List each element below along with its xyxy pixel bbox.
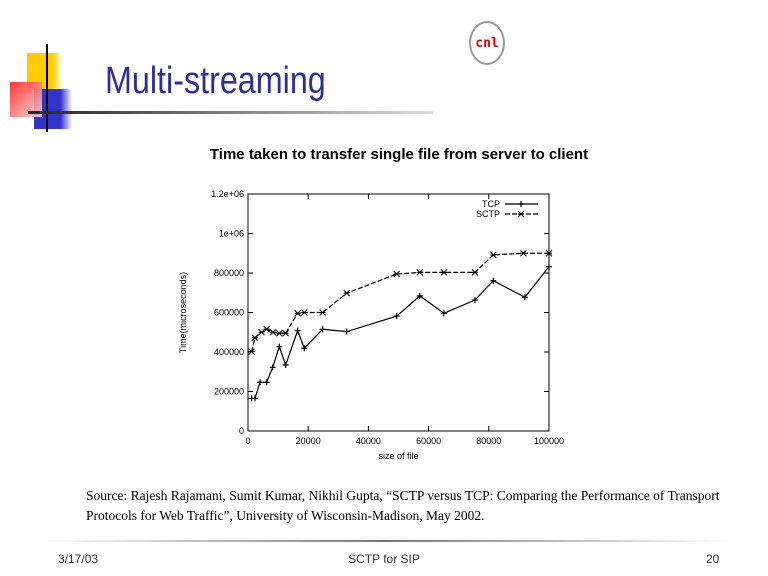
data-point-sctp [489, 251, 497, 259]
data-point-sctp [319, 309, 327, 316]
data-point-sctp [263, 325, 271, 333]
data-point-tcp [471, 297, 478, 304]
title-underline [28, 111, 433, 114]
footer-page-number: 20 [706, 552, 720, 566]
series-line-sctp [251, 252, 549, 352]
y-tick-label: 1e+06 [219, 229, 244, 239]
y-axis-label: Time(microseconds) [178, 272, 188, 353]
x-tick-label: 80000 [476, 436, 501, 446]
data-point-sctp [520, 249, 527, 257]
x-tick-label: 20000 [296, 436, 321, 446]
data-point-tcp [301, 345, 308, 352]
data-point-tcp [257, 379, 264, 386]
legend-label-sctp: SCTP [476, 209, 500, 219]
data-point-sctp [282, 329, 289, 337]
y-tick-label: 800000 [214, 268, 244, 278]
x-axis-label: size of file [378, 451, 418, 461]
x-tick-label: 60000 [416, 436, 441, 446]
data-point-tcp [521, 294, 528, 301]
data-point-tcp [276, 343, 283, 350]
legend-label-tcp: TCP [482, 199, 500, 209]
data-point-sctp [416, 269, 424, 276]
cnl-logo: cnl [469, 21, 505, 65]
y-tick-label: 600000 [214, 308, 244, 318]
y-tick-label: 1.2e+06 [211, 189, 244, 199]
source-citation: Source: Rajesh Rajamani, Sumit Kumar, Ni… [86, 488, 720, 523]
data-point-sctp [248, 348, 255, 355]
data-point-sctp [294, 309, 302, 317]
series-line-tcp [251, 266, 550, 400]
footer-date: 3/17/03 [58, 552, 99, 566]
data-point-tcp [546, 263, 552, 270]
data-point-sctp [258, 328, 265, 336]
logo-text: cnl [475, 35, 499, 51]
data-point-sctp [440, 269, 448, 276]
data-point-sctp [275, 329, 283, 337]
data-point-tcp [282, 362, 289, 369]
data-point-tcp [393, 313, 400, 320]
data-point-tcp [251, 395, 258, 402]
y-tick-label: 400000 [214, 347, 244, 357]
data-point-sctp [471, 269, 479, 276]
footer-title: SCTP for SIP [348, 552, 420, 566]
y-tick-label: 0 [239, 426, 244, 436]
x-tick-label: 100000 [534, 436, 564, 446]
data-point-tcp [263, 379, 270, 386]
x-tick-label: 0 [245, 436, 250, 446]
data-point-sctp [545, 249, 553, 257]
data-point-sctp [300, 309, 308, 316]
data-point-tcp [319, 326, 326, 333]
data-point-tcp [294, 327, 301, 334]
data-point-sctp [343, 289, 351, 297]
data-point-tcp [416, 292, 423, 299]
y-tick-label: 200000 [214, 387, 244, 397]
legend-marker-sctp [517, 210, 525, 218]
legend-marker-tcp [518, 201, 524, 207]
footer-line [40, 540, 730, 542]
deco-vertical-line [46, 44, 48, 132]
data-point-sctp [393, 270, 401, 278]
x-tick-label: 40000 [356, 436, 381, 446]
data-point-tcp [490, 277, 497, 284]
plot-frame [247, 193, 550, 432]
chart-title: Time taken to transfer single file from … [209, 146, 589, 163]
slide-title: Multi-streaming [105, 60, 326, 102]
data-point-sctp [269, 328, 277, 336]
data-point-tcp [343, 328, 350, 335]
data-point-tcp [440, 310, 447, 317]
data-point-sctp [251, 334, 259, 342]
data-point-tcp [269, 364, 276, 371]
